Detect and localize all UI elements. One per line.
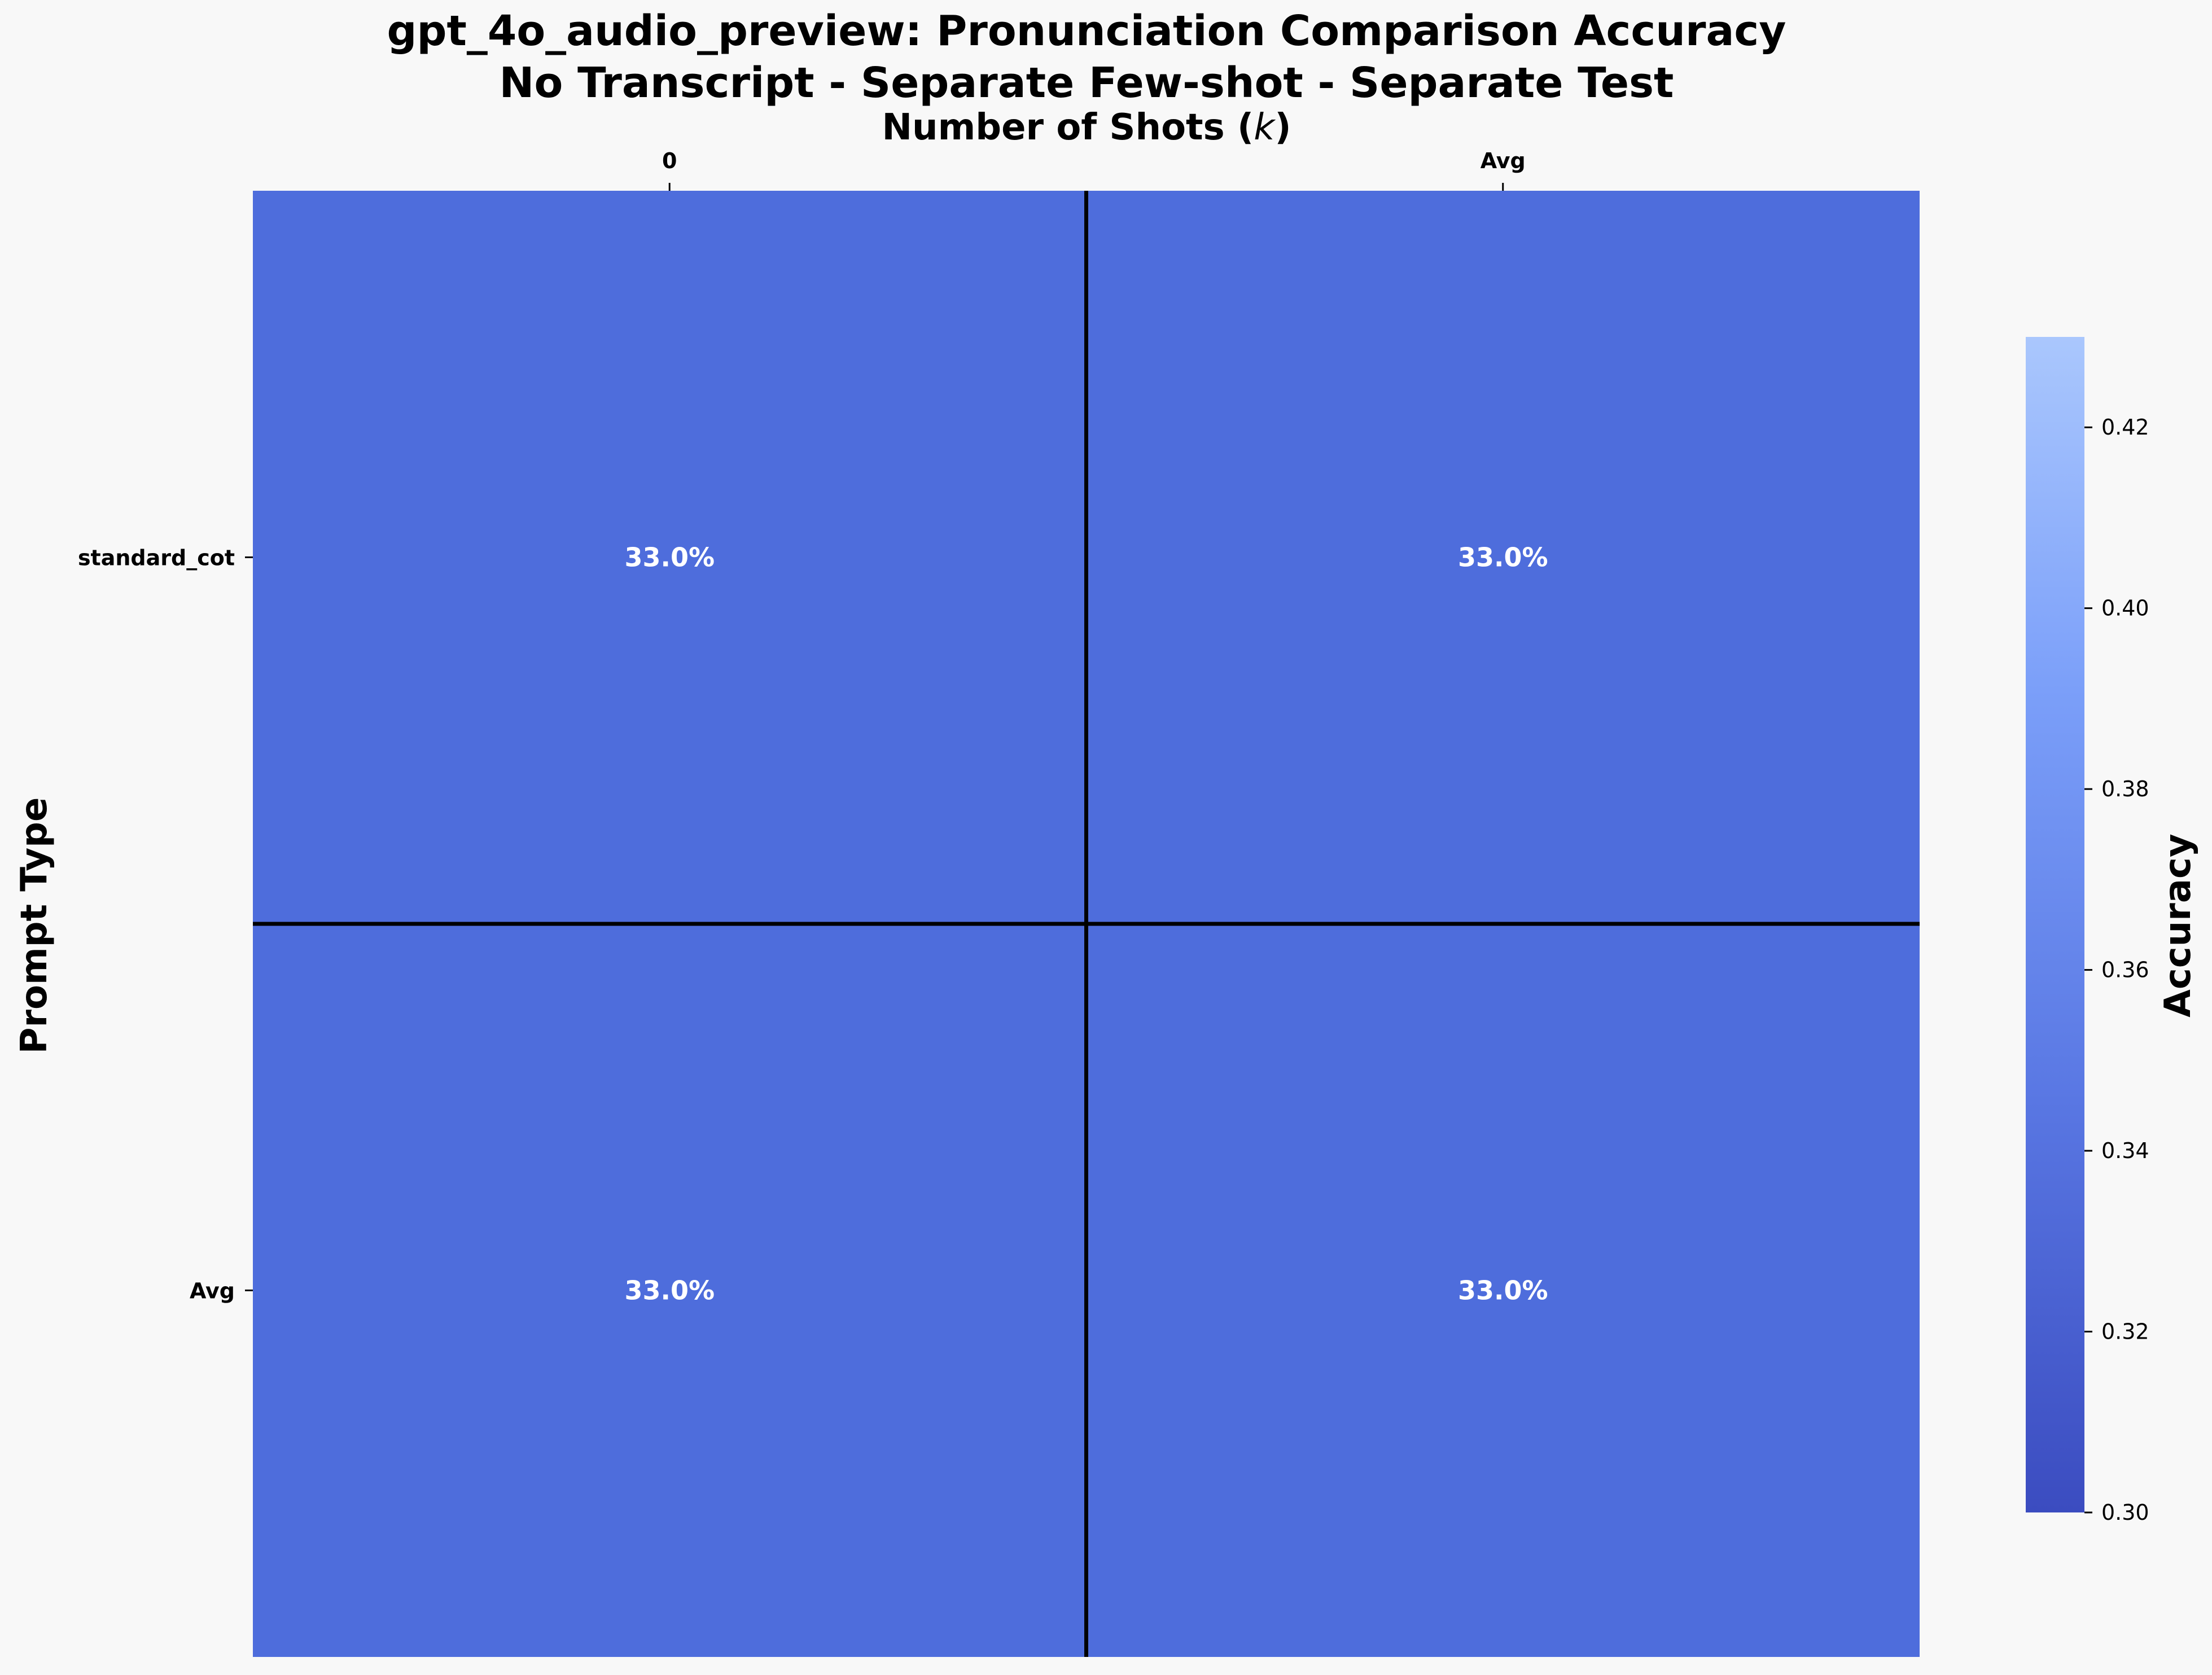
colorbar xyxy=(2026,337,2084,1512)
y-tick-label: Avg xyxy=(190,1279,235,1304)
x-axis-label: Number of Shots (k) xyxy=(882,107,1291,148)
cell-value-label: 33.0% xyxy=(1458,542,1548,573)
chart-title-line-1: gpt_4o_audio_preview: Pronunciation Comp… xyxy=(387,7,1786,55)
colorbar-tick-label: 0.36 xyxy=(2101,958,2149,983)
chart-title-line-2: No Transcript - Separate Few-shot - Sepa… xyxy=(500,59,1674,107)
cell-value-label: 33.0% xyxy=(1458,1275,1548,1306)
cell-value-label: 33.0% xyxy=(624,1275,715,1306)
cell-value-labels: 33.0% 33.0% 33.0% 33.0% xyxy=(624,542,1548,1306)
cell-value-label: 33.0% xyxy=(624,542,715,573)
heatmap-cell xyxy=(1086,924,1920,1657)
x-axis-ticks: 0 Avg xyxy=(662,148,1526,191)
colorbar-tick-label: 0.38 xyxy=(2101,777,2149,801)
heatmap-cell xyxy=(253,191,1087,924)
cell-separators xyxy=(253,191,1920,1657)
colorbar-tick-label: 0.34 xyxy=(2101,1138,2149,1163)
y-axis-ticks: standard_cot Avg xyxy=(78,546,253,1304)
x-axis-label-var: k xyxy=(1254,107,1276,148)
x-tick-label: Avg xyxy=(1480,148,1526,173)
heatmap-cells xyxy=(253,191,1920,1657)
x-axis-label-prefix: Number of Shots ( xyxy=(882,107,1254,148)
colorbar-tick-label: 0.32 xyxy=(2101,1319,2149,1344)
colorbar-label: Accuracy xyxy=(2157,834,2199,1017)
x-tick-label: 0 xyxy=(662,148,677,173)
heatmap-cell xyxy=(253,924,1087,1657)
colorbar-tick-label: 0.42 xyxy=(2101,415,2149,440)
colorbar-tick-label: 0.40 xyxy=(2101,596,2149,621)
x-axis-label-suffix: ) xyxy=(1274,107,1291,148)
heatmap-cell xyxy=(1086,191,1920,924)
colorbar-ticks: 0.30 0.32 0.34 0.36 0.38 0.40 0.42 xyxy=(2084,415,2149,1525)
y-axis-label: Prompt Type xyxy=(14,797,55,1054)
y-tick-label: standard_cot xyxy=(78,546,235,571)
colorbar-tick-label: 0.30 xyxy=(2101,1500,2149,1525)
